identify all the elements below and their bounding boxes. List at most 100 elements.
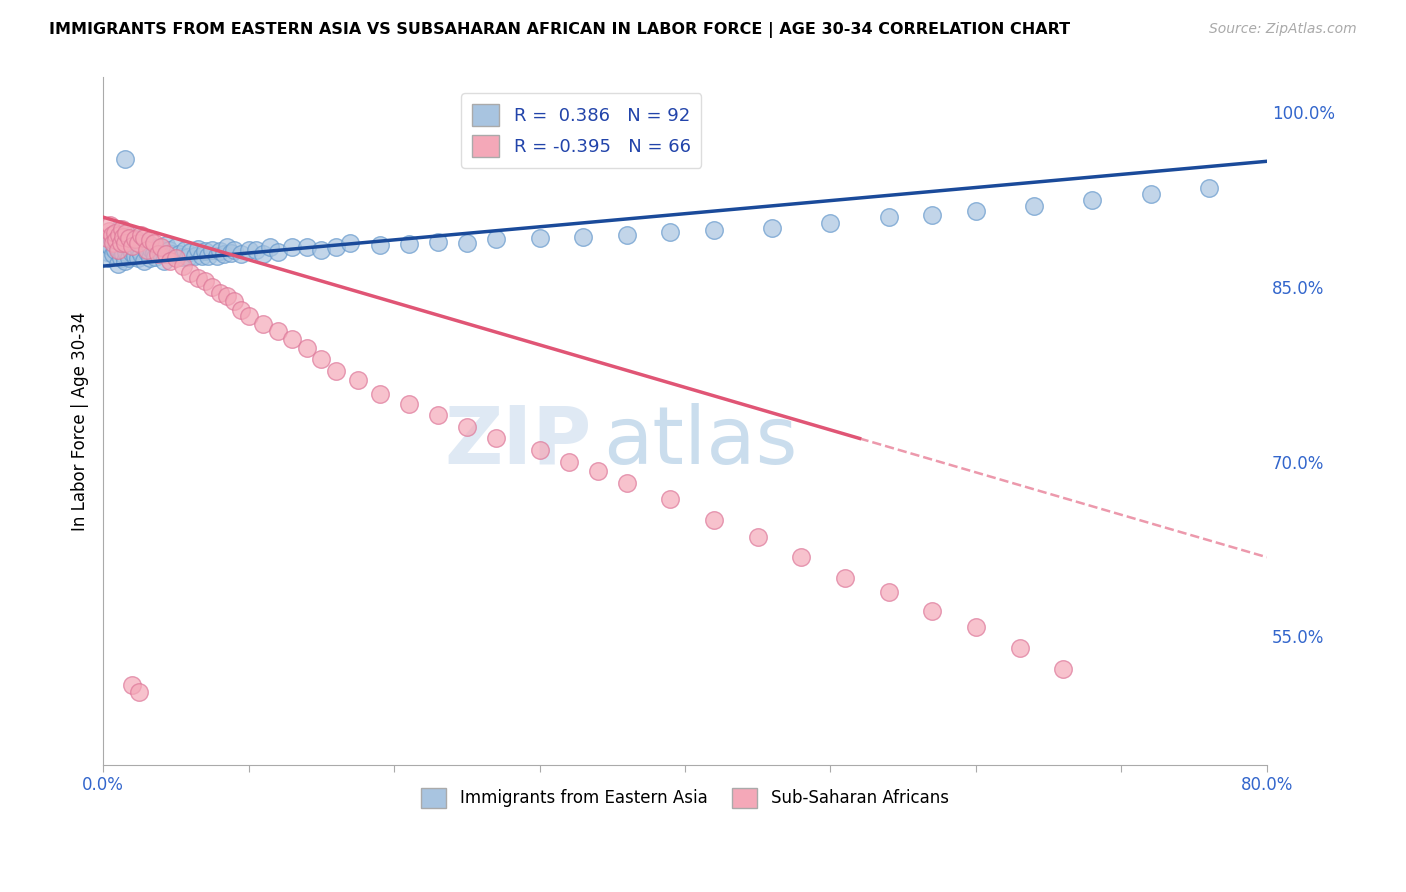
Point — [114, 230, 136, 244]
Point — [150, 240, 173, 254]
Point — [187, 242, 209, 256]
Point — [107, 257, 129, 271]
Point — [259, 240, 281, 254]
Point — [616, 475, 638, 490]
Point — [124, 249, 146, 263]
Point — [172, 259, 194, 273]
Point — [1024, 198, 1046, 212]
Point — [132, 231, 155, 245]
Point — [97, 251, 120, 265]
Point — [105, 234, 128, 248]
Point — [325, 364, 347, 378]
Point — [110, 231, 132, 245]
Point — [179, 245, 201, 260]
Point — [111, 222, 134, 236]
Point — [115, 227, 138, 241]
Point — [877, 210, 900, 224]
Point — [187, 270, 209, 285]
Point — [155, 247, 177, 261]
Point — [138, 234, 160, 248]
Point — [245, 243, 267, 257]
Point — [281, 333, 304, 347]
Point — [101, 234, 124, 248]
Point — [96, 245, 118, 260]
Point — [107, 243, 129, 257]
Point — [135, 243, 157, 257]
Point — [834, 571, 856, 585]
Point — [121, 678, 143, 692]
Point — [139, 242, 162, 256]
Point — [124, 232, 146, 246]
Point — [703, 223, 725, 237]
Point — [135, 245, 157, 260]
Point — [136, 235, 159, 250]
Point — [127, 251, 149, 265]
Point — [201, 280, 224, 294]
Point — [208, 285, 231, 300]
Point — [153, 254, 176, 268]
Point — [131, 238, 153, 252]
Point — [965, 204, 987, 219]
Point — [160, 247, 183, 261]
Point — [114, 254, 136, 268]
Point — [165, 251, 187, 265]
Text: IMMIGRANTS FROM EASTERN ASIA VS SUBSAHARAN AFRICAN IN LABOR FORCE | AGE 30-34 CO: IMMIGRANTS FROM EASTERN ASIA VS SUBSAHAR… — [49, 22, 1070, 38]
Point — [426, 235, 449, 249]
Point — [267, 245, 290, 260]
Point — [112, 230, 135, 244]
Point — [1081, 193, 1104, 207]
Point — [120, 242, 142, 256]
Point — [155, 238, 177, 252]
Point — [150, 247, 173, 261]
Point — [170, 250, 193, 264]
Point — [184, 249, 207, 263]
Point — [761, 220, 783, 235]
Point — [105, 235, 128, 250]
Point — [112, 247, 135, 261]
Point — [346, 373, 368, 387]
Point — [703, 513, 725, 527]
Point — [148, 247, 170, 261]
Y-axis label: In Labor Force | Age 30-34: In Labor Force | Age 30-34 — [72, 311, 89, 531]
Point — [398, 396, 420, 410]
Point — [616, 227, 638, 242]
Point — [104, 227, 127, 241]
Point — [148, 240, 170, 254]
Point — [205, 249, 228, 263]
Point — [529, 231, 551, 245]
Legend: Immigrants from Eastern Asia, Sub-Saharan Africans: Immigrants from Eastern Asia, Sub-Sahara… — [415, 780, 956, 814]
Point — [167, 247, 190, 261]
Point — [747, 530, 769, 544]
Point — [222, 293, 245, 308]
Point — [96, 231, 118, 245]
Point — [485, 432, 508, 446]
Point — [103, 235, 125, 250]
Point — [1008, 641, 1031, 656]
Point — [194, 274, 217, 288]
Point — [115, 245, 138, 260]
Point — [114, 152, 136, 166]
Point — [426, 408, 449, 422]
Point — [820, 216, 842, 230]
Point — [252, 247, 274, 261]
Point — [215, 289, 238, 303]
Point — [267, 324, 290, 338]
Point — [368, 238, 391, 252]
Point — [122, 240, 145, 254]
Point — [176, 250, 198, 264]
Text: Source: ZipAtlas.com: Source: ZipAtlas.com — [1209, 22, 1357, 37]
Point — [659, 491, 682, 506]
Point — [485, 232, 508, 246]
Point — [97, 224, 120, 238]
Point — [121, 246, 143, 260]
Point — [173, 243, 195, 257]
Point — [159, 254, 181, 268]
Point — [104, 243, 127, 257]
Point — [295, 240, 318, 254]
Text: ZIP: ZIP — [444, 402, 592, 481]
Point — [238, 309, 260, 323]
Point — [231, 303, 253, 318]
Point — [129, 247, 152, 261]
Point — [145, 250, 167, 264]
Point — [877, 585, 900, 599]
